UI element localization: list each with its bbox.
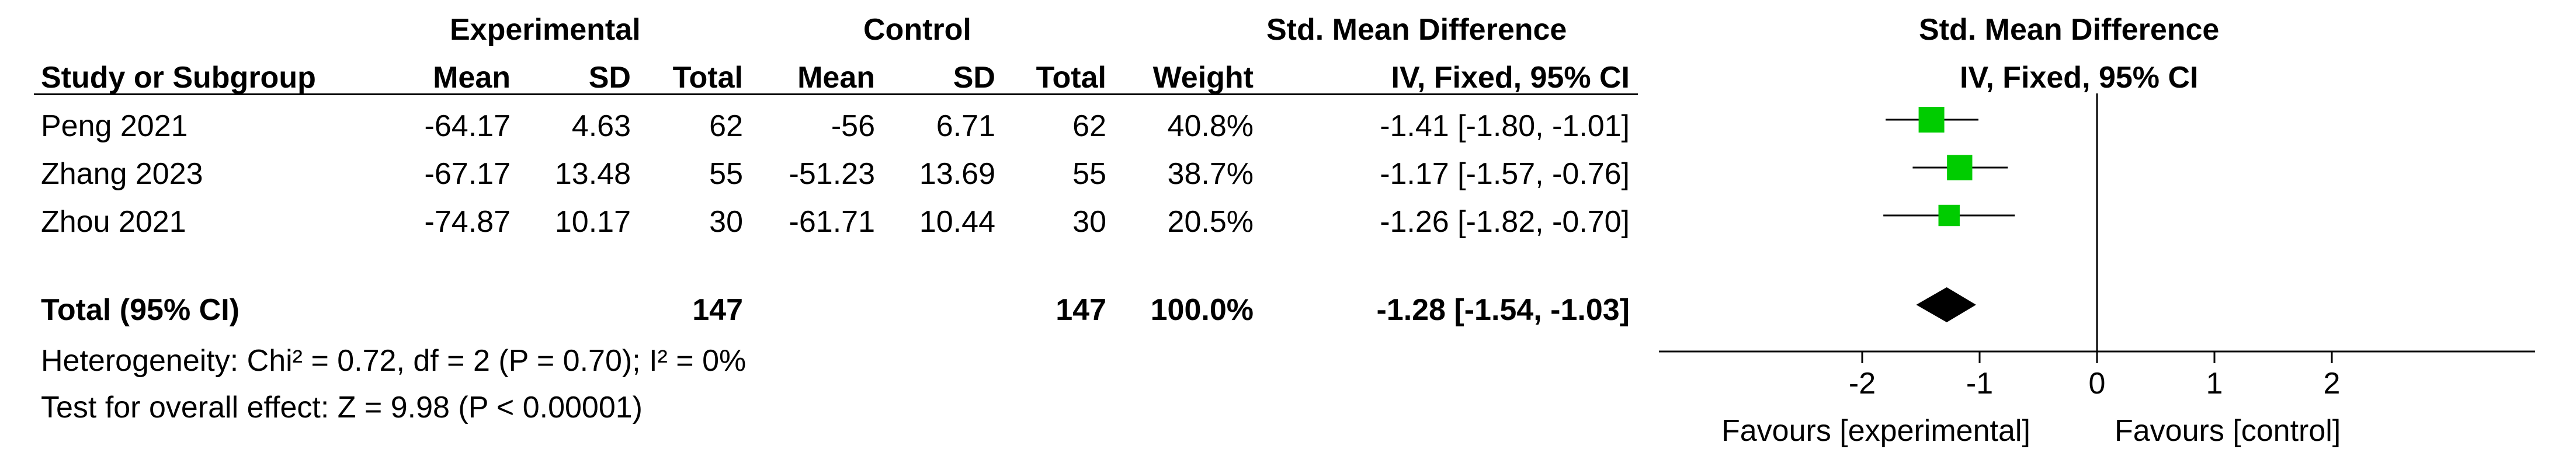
total-ci-text: -1.28 [-1.54, -1.03]: [1376, 293, 1630, 327]
total-weight: 100.0%: [1150, 293, 1254, 327]
sd-e: 13.48: [554, 157, 631, 191]
total-label: Total (95% CI): [41, 293, 239, 327]
mean-c: -61.71: [789, 205, 875, 239]
col-study: Study or Subgroup: [41, 61, 316, 95]
col-total-e: Total: [672, 61, 743, 95]
col-mean-e: Mean: [433, 61, 511, 95]
sd-c: 10.44: [919, 205, 995, 239]
weight: 38.7%: [1167, 157, 1254, 191]
study-marker: [1938, 204, 1960, 227]
x-tick-label: -2: [1849, 367, 1876, 401]
heterogeneity-text: Heterogeneity: Chi² = 0.72, df = 2 (P = …: [41, 344, 747, 378]
favours-right-label: Favours [control]: [2115, 414, 2341, 448]
study-marker: [1918, 107, 1945, 133]
total-c: 30: [1072, 205, 1106, 239]
x-tick-label: 1: [2206, 367, 2223, 401]
ci-text: -1.26 [-1.82, -0.70]: [1380, 205, 1630, 239]
col-weight: Weight: [1152, 61, 1254, 95]
header-plot-title: Std. Mean Difference: [1919, 13, 2220, 47]
mean-e: -64.17: [424, 109, 511, 143]
sd-c: 13.69: [919, 157, 995, 191]
weight: 40.8%: [1167, 109, 1254, 143]
study-name: Zhou 2021: [41, 205, 186, 239]
col-sd-c: SD: [953, 61, 995, 95]
total-e: 55: [709, 157, 743, 191]
x-tick-label: 0: [2089, 367, 2106, 401]
col-total-c: Total: [1036, 61, 1106, 95]
sd-e: 4.63: [571, 109, 631, 143]
study-name: Zhang 2023: [41, 157, 203, 191]
x-tick-label: -1: [1966, 367, 1993, 401]
plot-method: IV, Fixed, 95% CI: [1960, 61, 2199, 95]
total-c: 62: [1072, 109, 1106, 143]
mean-e: -74.87: [424, 205, 511, 239]
total-e: 147: [692, 293, 743, 327]
ci-text: -1.41 [-1.80, -1.01]: [1380, 109, 1630, 143]
mean-c: -56: [831, 109, 875, 143]
pooled-diamond: [1916, 287, 1976, 322]
col-sd-e: SD: [588, 61, 631, 95]
header-effect-title: Std. Mean Difference: [1266, 13, 1567, 47]
overall-effect-text: Test for overall effect: Z = 9.98 (P < 0…: [41, 391, 643, 424]
favours-left-label: Favours [experimental]: [1721, 414, 2030, 448]
weight: 20.5%: [1167, 205, 1254, 239]
header-rule: [34, 93, 1638, 95]
study-marker: [1947, 155, 1973, 180]
col-mean-c: Mean: [797, 61, 875, 95]
mean-c: -51.23: [789, 157, 875, 191]
sd-e: 10.17: [554, 205, 631, 239]
x-tick-label: 2: [2324, 367, 2341, 401]
sd-c: 6.71: [936, 109, 995, 143]
total-c: 55: [1072, 157, 1106, 191]
total-e: 30: [709, 205, 743, 239]
total-c: 147: [1056, 293, 1106, 327]
study-name: Peng 2021: [41, 109, 188, 143]
ci-text: -1.17 [-1.57, -0.76]: [1380, 157, 1630, 191]
col-method: IV, Fixed, 95% CI: [1391, 61, 1630, 95]
mean-e: -67.17: [424, 157, 511, 191]
header-experimental: Experimental: [450, 13, 641, 47]
header-control: Control: [863, 13, 971, 47]
total-e: 62: [709, 109, 743, 143]
